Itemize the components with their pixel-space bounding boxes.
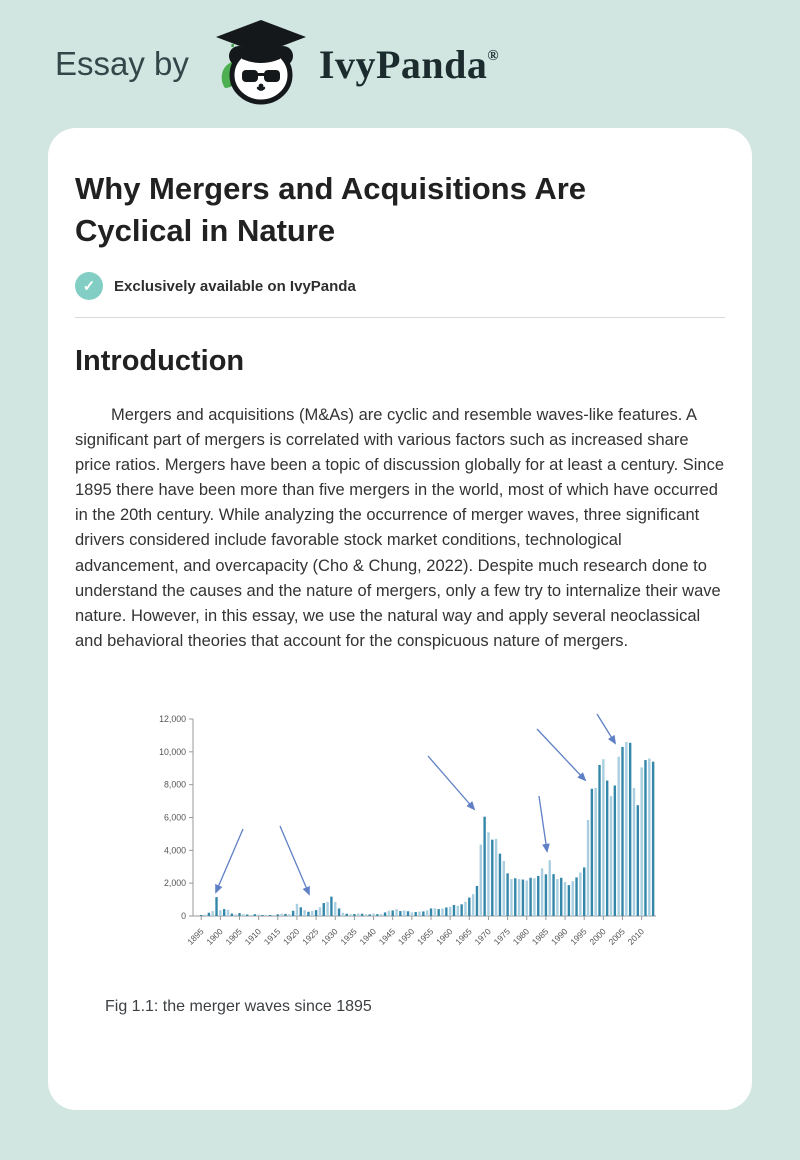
svg-text:1960: 1960 xyxy=(434,926,455,947)
svg-text:12,000: 12,000 xyxy=(159,714,186,724)
svg-text:2000: 2000 xyxy=(587,926,608,947)
annotation-arrow-1899 xyxy=(215,828,244,894)
annotation-arrow-1986 xyxy=(538,795,550,853)
svg-text:1980: 1980 xyxy=(511,926,532,947)
exclusive-badge-label: Exclusively available on IvyPanda xyxy=(114,277,356,295)
registered-mark: ® xyxy=(487,47,500,64)
introduction-paragraph: Mergers and acquisitions (M&As) are cycl… xyxy=(75,406,725,650)
svg-text:1895: 1895 xyxy=(185,926,206,947)
svg-text:1995: 1995 xyxy=(568,926,589,947)
svg-text:1900: 1900 xyxy=(204,926,225,947)
annotation-arrow-1925 xyxy=(279,825,310,896)
annotation-arrow-1997 xyxy=(536,728,587,782)
svg-text:1905: 1905 xyxy=(223,926,244,947)
svg-text:1910: 1910 xyxy=(243,926,264,947)
check-icon: ✓ xyxy=(75,272,103,301)
svg-text:10,000: 10,000 xyxy=(159,747,186,757)
figure-caption: Fig 1.1: the merger waves since 1895 xyxy=(105,997,372,1015)
annotation-arrow-1969 xyxy=(427,755,476,811)
svg-text:1920: 1920 xyxy=(281,926,302,947)
essay-title: Why Mergers and Acquisitions Are Cyclica… xyxy=(75,171,587,248)
svg-text:8,000: 8,000 xyxy=(164,780,186,790)
merger-waves-chart: 0 2,000 4,000 6,000 8,000 10,000 12,000 1895 190… xyxy=(135,696,695,966)
svg-text:1945: 1945 xyxy=(377,926,398,947)
svg-text:2005: 2005 xyxy=(606,926,627,947)
ivypanda-panda-logo-icon xyxy=(209,18,309,110)
essay-by-label: Essay by xyxy=(55,45,189,82)
svg-text:1925: 1925 xyxy=(300,926,321,947)
svg-text:1915: 1915 xyxy=(262,926,283,947)
svg-text:6,000: 6,000 xyxy=(164,812,186,822)
annotation-arrow-2006 xyxy=(596,713,617,745)
page-header: Essay by IvyPanda® xyxy=(0,0,800,128)
divider xyxy=(75,317,725,319)
svg-text:1935: 1935 xyxy=(338,926,359,947)
merger-waves-chart-svg: 02,0004,0006,0008,00010,00012,0001895190… xyxy=(159,713,656,947)
svg-text:1970: 1970 xyxy=(472,926,493,947)
svg-text:0: 0 xyxy=(181,911,186,921)
svg-text:2,000: 2,000 xyxy=(164,878,186,888)
exclusive-badge: ✓ Exclusively available on IvyPanda xyxy=(75,272,725,301)
svg-text:1985: 1985 xyxy=(530,926,551,947)
svg-text:1930: 1930 xyxy=(319,926,340,947)
svg-text:1975: 1975 xyxy=(492,926,513,947)
svg-text:1950: 1950 xyxy=(396,926,417,947)
svg-text:1940: 1940 xyxy=(358,926,379,947)
svg-text:1965: 1965 xyxy=(453,926,474,947)
svg-text:4,000: 4,000 xyxy=(164,845,186,855)
brand-name: IvyPanda® xyxy=(318,41,500,87)
svg-text:2010: 2010 xyxy=(626,926,647,947)
introduction-heading: Introduction xyxy=(75,345,245,378)
svg-text:1955: 1955 xyxy=(415,926,436,947)
svg-text:1990: 1990 xyxy=(549,926,570,947)
essay-card: Why Mergers and Acquisitions Are Cyclica… xyxy=(48,128,752,1110)
